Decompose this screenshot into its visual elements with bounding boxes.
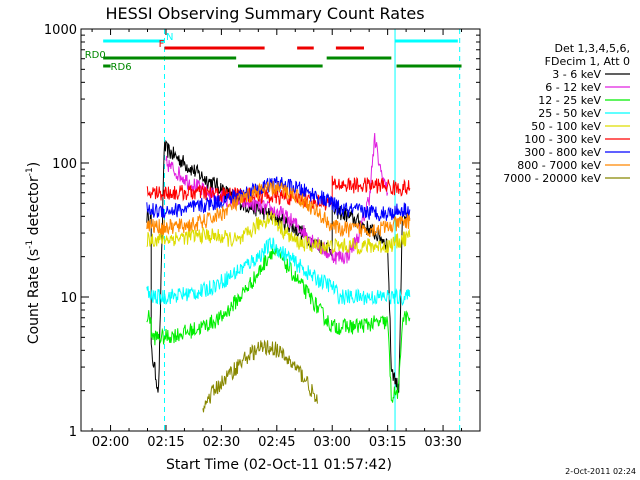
axes: 02:00 02:15 02:30 02:45 03:00 03:15 03:30 1 10 10… [44,23,481,450]
legend-label-800-7000-kev: 800 - 7000 keV [517,159,601,172]
flag-rd0-label: RD0 [85,50,106,61]
chart-title: HESSI Observing Summary Count Rates [105,4,424,23]
y-label-sup-2: -1 [25,167,35,176]
svg-text:Count Rate (s-1 detector-1): Count Rate (s-1 detector-1) [25,162,42,344]
x-tick-label: 03:15 [369,435,406,450]
series-300-800-kev-line [146,176,411,222]
legend-header-line: Det 1,3,4,5,6, [554,42,630,55]
flag-f-label: F [159,39,165,50]
y-label-sup-1: -1 [25,240,35,249]
series-12-25-kev-line [146,246,411,403]
legend-header-line: FDecim 1, Att 0 [545,55,630,68]
y-tick-label: 100 [52,157,77,172]
y-label-main: Count Rate (s [26,249,42,344]
series-800-7000-kev-line [146,180,411,238]
series-group [146,132,411,413]
legend-label-3-6-kev: 3 - 6 keV [552,68,601,81]
x-tick-label: 02:15 [147,435,184,450]
x-axis-label: Start Time (02-Oct-11 01:57:42) [166,457,392,473]
y-tick-label: 1 [69,425,77,440]
timestamp: 2-Oct-2011 02:24 [565,467,636,476]
series-7000-20000-kev-line [202,339,318,413]
attenuator-lines [163,29,461,431]
legend-label-300-800-kev: 300 - 800 keV [524,146,601,159]
plot-frame [80,28,481,432]
y-axis-label: Count Rate (s-1 detector-1) [25,162,42,344]
y-label-mid: detector [26,176,42,240]
x-tick-label: 03:00 [313,435,350,450]
legend-label-6-12-kev: 6 - 12 keV [545,81,601,94]
x-tick-label: 02:00 [92,435,129,450]
series-50-100-kev-line [146,209,411,255]
legend-label-25-50-kev: 25 - 50 keV [538,107,601,120]
flag-rd6-label: RD6 [111,62,132,73]
y-label-end: ) [26,162,42,167]
legend-label-50-100-kev: 50 - 100 keV [531,120,601,133]
x-tick-label: 03:30 [424,435,461,450]
legend-label-7000-20000-kev: 7000 - 20000 keV [503,172,601,185]
legend: Det 1,3,4,5,6,FDecim 1, Att 03 - 6 keV6 … [503,42,630,185]
series-100-300-kev-line [146,175,411,211]
y-tick-label: 10 [60,291,77,306]
flag-n-label: N [166,32,173,43]
x-tick-label: 02:45 [258,435,295,450]
x-tick-label: 02:30 [203,435,240,450]
legend-label-12-25-kev: 12 - 25 keV [538,94,601,107]
flag-bars: NF RD0 RD6 [85,32,462,73]
y-tick-label: 1000 [44,23,77,38]
legend-label-100-300-kev: 100 - 300 keV [524,133,601,146]
series-25-50-kev-line [146,237,411,307]
